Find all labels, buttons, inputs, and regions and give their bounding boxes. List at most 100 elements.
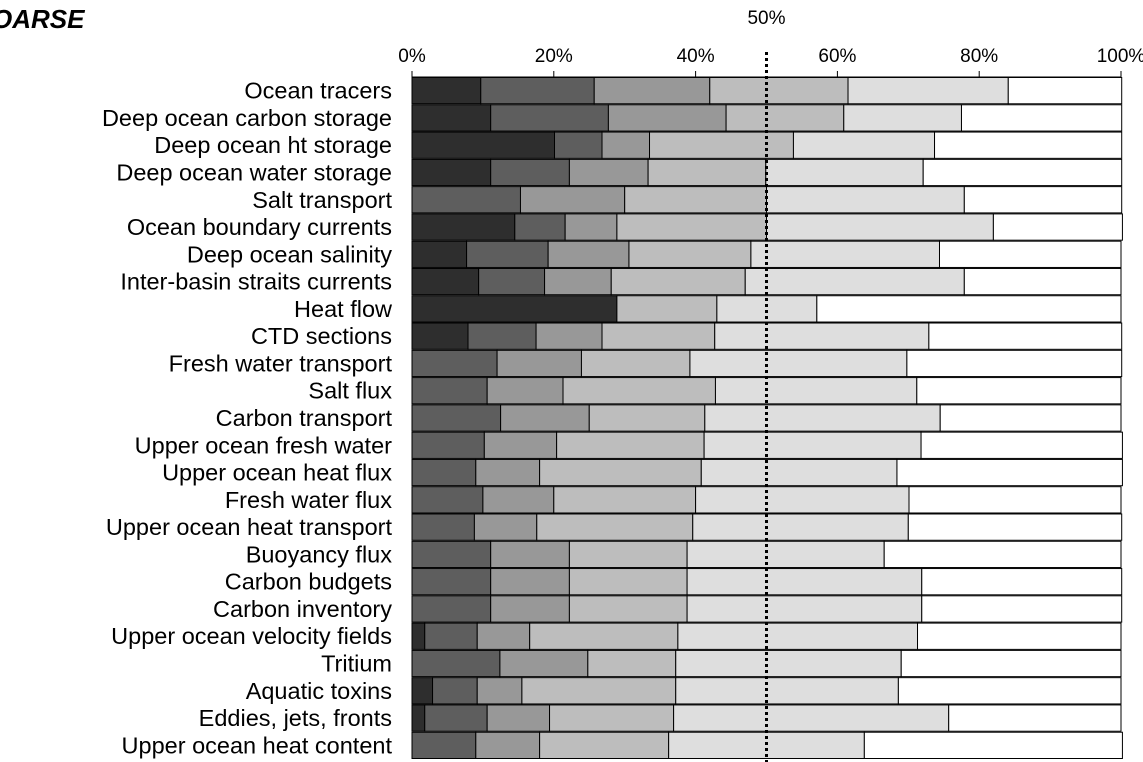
bar-segment [675, 677, 899, 705]
bar-segment [499, 649, 589, 678]
bar-segment [692, 513, 909, 541]
category-label: Eddies, jets, fronts [199, 705, 392, 731]
bar-segment [424, 622, 478, 650]
bar-segment [411, 458, 477, 487]
bar-segment [411, 431, 485, 459]
bar-segment [675, 649, 902, 678]
category-label: Fresh water flux [225, 487, 392, 513]
category-label: Ocean tracers [244, 78, 392, 104]
bar-segment [922, 158, 1123, 187]
bar-segment [411, 240, 468, 268]
bar-segment [714, 322, 930, 350]
bar-segment [593, 77, 711, 105]
x-axis: 0% 20% 40% 60% 80% 100% [398, 46, 1143, 78]
bar-segment [467, 322, 537, 350]
bar-segment [544, 267, 612, 296]
category-label: Buoyancy flux [246, 541, 393, 567]
bar-segment [580, 349, 691, 378]
bar-segment [476, 677, 523, 705]
bar-segment [601, 322, 716, 350]
bar-segment [992, 213, 1123, 241]
bar-segment [411, 377, 488, 405]
bar-segment [744, 267, 965, 296]
category-label: Aquatic toxins [246, 678, 392, 704]
bar-segment [1007, 77, 1123, 105]
bar-segment [847, 77, 1009, 105]
bar-segment [928, 322, 1123, 350]
x-tick-label: 0% [398, 46, 426, 67]
chart-title: OARSE [0, 4, 85, 34]
reference-line-label: 50% [747, 8, 785, 29]
bar-segment [695, 486, 910, 514]
bar-segment [486, 704, 551, 732]
bar-segment [562, 377, 716, 405]
bar-segment [649, 131, 794, 159]
bar-segment [411, 677, 434, 705]
bar-segment [411, 322, 469, 350]
bar-segment [547, 240, 630, 268]
bar-segment [689, 349, 908, 378]
category-label: Fresh water transport [169, 350, 393, 376]
bar-segment [714, 377, 918, 405]
bar-segment [473, 513, 538, 541]
bar-segment [486, 377, 564, 405]
bar-segment [607, 104, 727, 132]
bar-segment [411, 295, 618, 323]
bar-segment [549, 704, 675, 732]
x-tick-label: 20% [535, 46, 573, 67]
bar-segment [496, 349, 582, 378]
bar-segment [568, 568, 688, 596]
bar-segment [490, 540, 570, 569]
bar-segment [432, 677, 478, 705]
bar-segment [686, 595, 923, 623]
category-label: Tritium [321, 651, 392, 677]
bar-segment [920, 431, 1123, 459]
bar-segment [500, 404, 590, 432]
bar-segment [863, 731, 1123, 759]
bar-segment [556, 431, 705, 459]
bar-segment [900, 649, 1122, 678]
bar-segment [490, 568, 570, 596]
bar-segment [897, 677, 1122, 705]
bar-segment [539, 458, 702, 487]
bar-segment [906, 349, 1123, 378]
bar-segment [411, 213, 516, 241]
bar-segment [704, 404, 941, 432]
bar-segment [960, 104, 1123, 132]
category-label: Upper ocean heat flux [162, 460, 392, 486]
category-label: CTD sections [251, 323, 392, 349]
x-tick-label: 100% [1097, 46, 1143, 67]
bar-segment [475, 458, 541, 487]
bar-segment [677, 622, 919, 650]
bar-segment [529, 622, 679, 650]
category-label: Upper ocean heat content [122, 732, 393, 758]
bar-segment [514, 213, 566, 241]
bar-segment [411, 104, 492, 132]
bar-segment [411, 486, 484, 514]
bar-segment [921, 595, 1123, 623]
x-tick-label: 80% [960, 46, 998, 67]
bar-segment [948, 704, 1122, 732]
bar-segment [411, 595, 492, 623]
bar-segment [490, 104, 609, 132]
bar-segment [480, 77, 595, 105]
bar-segment [536, 513, 694, 541]
bar-segment [908, 486, 1122, 514]
bar-segment [588, 404, 706, 432]
category-label: Heat flow [294, 296, 393, 322]
bar-segment [475, 731, 541, 759]
bar-segment [917, 622, 1122, 650]
bar-segment [535, 322, 603, 350]
bar-segment [411, 568, 492, 596]
bar-segment [411, 622, 426, 650]
bar-segment [703, 431, 922, 459]
bar-segment [568, 595, 688, 623]
bar-segment [709, 77, 849, 105]
bar-segment [539, 731, 670, 759]
bar-segment [686, 568, 923, 596]
bar-segment [411, 731, 477, 759]
bar-segment [624, 186, 768, 214]
bar-segment [628, 240, 752, 268]
